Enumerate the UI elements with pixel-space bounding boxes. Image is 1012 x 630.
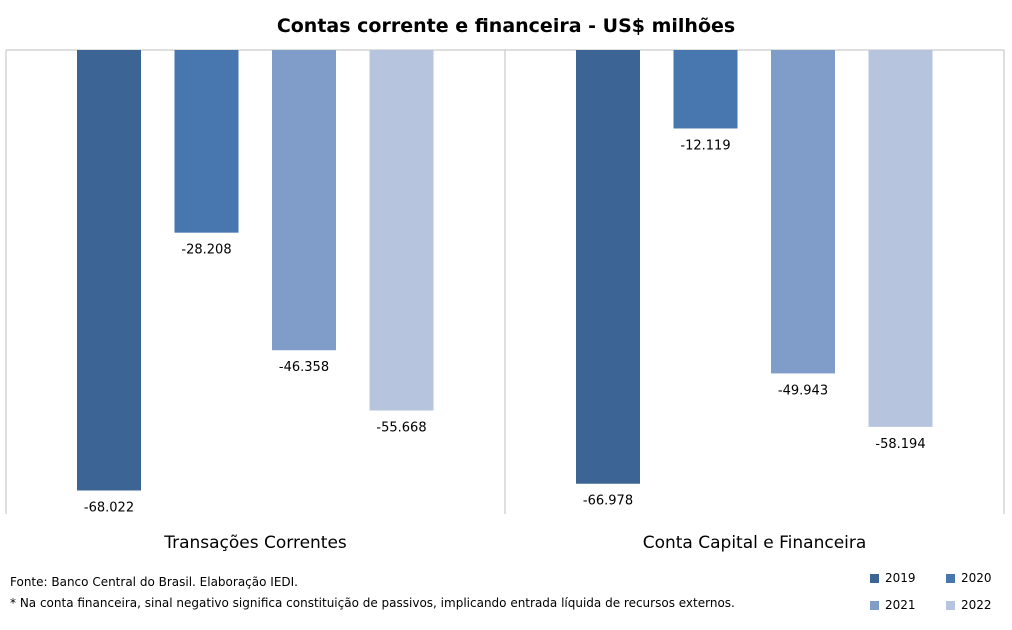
data-label-2019-1: -66.978	[583, 494, 633, 509]
data-label-2020-1: -12.119	[680, 138, 730, 153]
data-label-2020-0: -28.208	[181, 243, 231, 258]
bar-2022-0	[369, 50, 434, 411]
source-note: Fonte: Banco Central do Brasil. Elaboraç…	[10, 575, 298, 589]
legend-label-2019: 2019	[885, 571, 916, 585]
value-labels-group: -68.022 -28.208 -46.358 -55.668 -66.978 -12.1…	[84, 138, 926, 515]
category-label-1: Conta Capital e Financeira	[643, 533, 867, 553]
legend-label-2022: 2022	[961, 598, 992, 612]
legend-swatch-2021	[870, 600, 879, 610]
data-label-2021-0: -46.358	[279, 360, 329, 375]
legend-swatch-2022	[946, 600, 955, 610]
bar-2019-1	[576, 50, 640, 484]
data-label-2019-0: -68.022	[84, 501, 134, 516]
plot-frame	[5, 49, 1005, 514]
bar-2022-1	[868, 50, 933, 427]
bar-2021-1	[771, 50, 835, 374]
data-label-2022-0: -55.668	[376, 420, 426, 435]
legend-item-2020: 2020	[946, 571, 992, 585]
bars-group	[77, 50, 933, 491]
category-label-0: Transações Correntes	[163, 533, 347, 553]
legend-swatch-2019	[870, 573, 879, 583]
category-labels-group: Transações Correntes Conta Capital e Fina…	[163, 533, 866, 553]
bar-2020-1	[673, 50, 738, 129]
legend-item-2022: 2022	[946, 598, 992, 612]
bar-2020-0	[174, 50, 239, 233]
data-label-2022-1: -58.194	[875, 437, 925, 452]
legend-swatch-2020	[946, 573, 955, 583]
data-label-2021-1: -49.943	[778, 383, 828, 398]
footnote: * Na conta financeira, sinal negativo si…	[10, 596, 735, 610]
bar-2019-0	[77, 50, 141, 491]
legend-label-2021: 2021	[885, 598, 916, 612]
legend-item-2021: 2021	[870, 598, 916, 612]
legend-item-2019: 2019	[870, 571, 916, 585]
bar-2021-0	[272, 50, 336, 351]
legend-label-2020: 2020	[961, 571, 992, 585]
chart-title: Contas corrente e financeira - US$ milhõ…	[277, 15, 735, 37]
